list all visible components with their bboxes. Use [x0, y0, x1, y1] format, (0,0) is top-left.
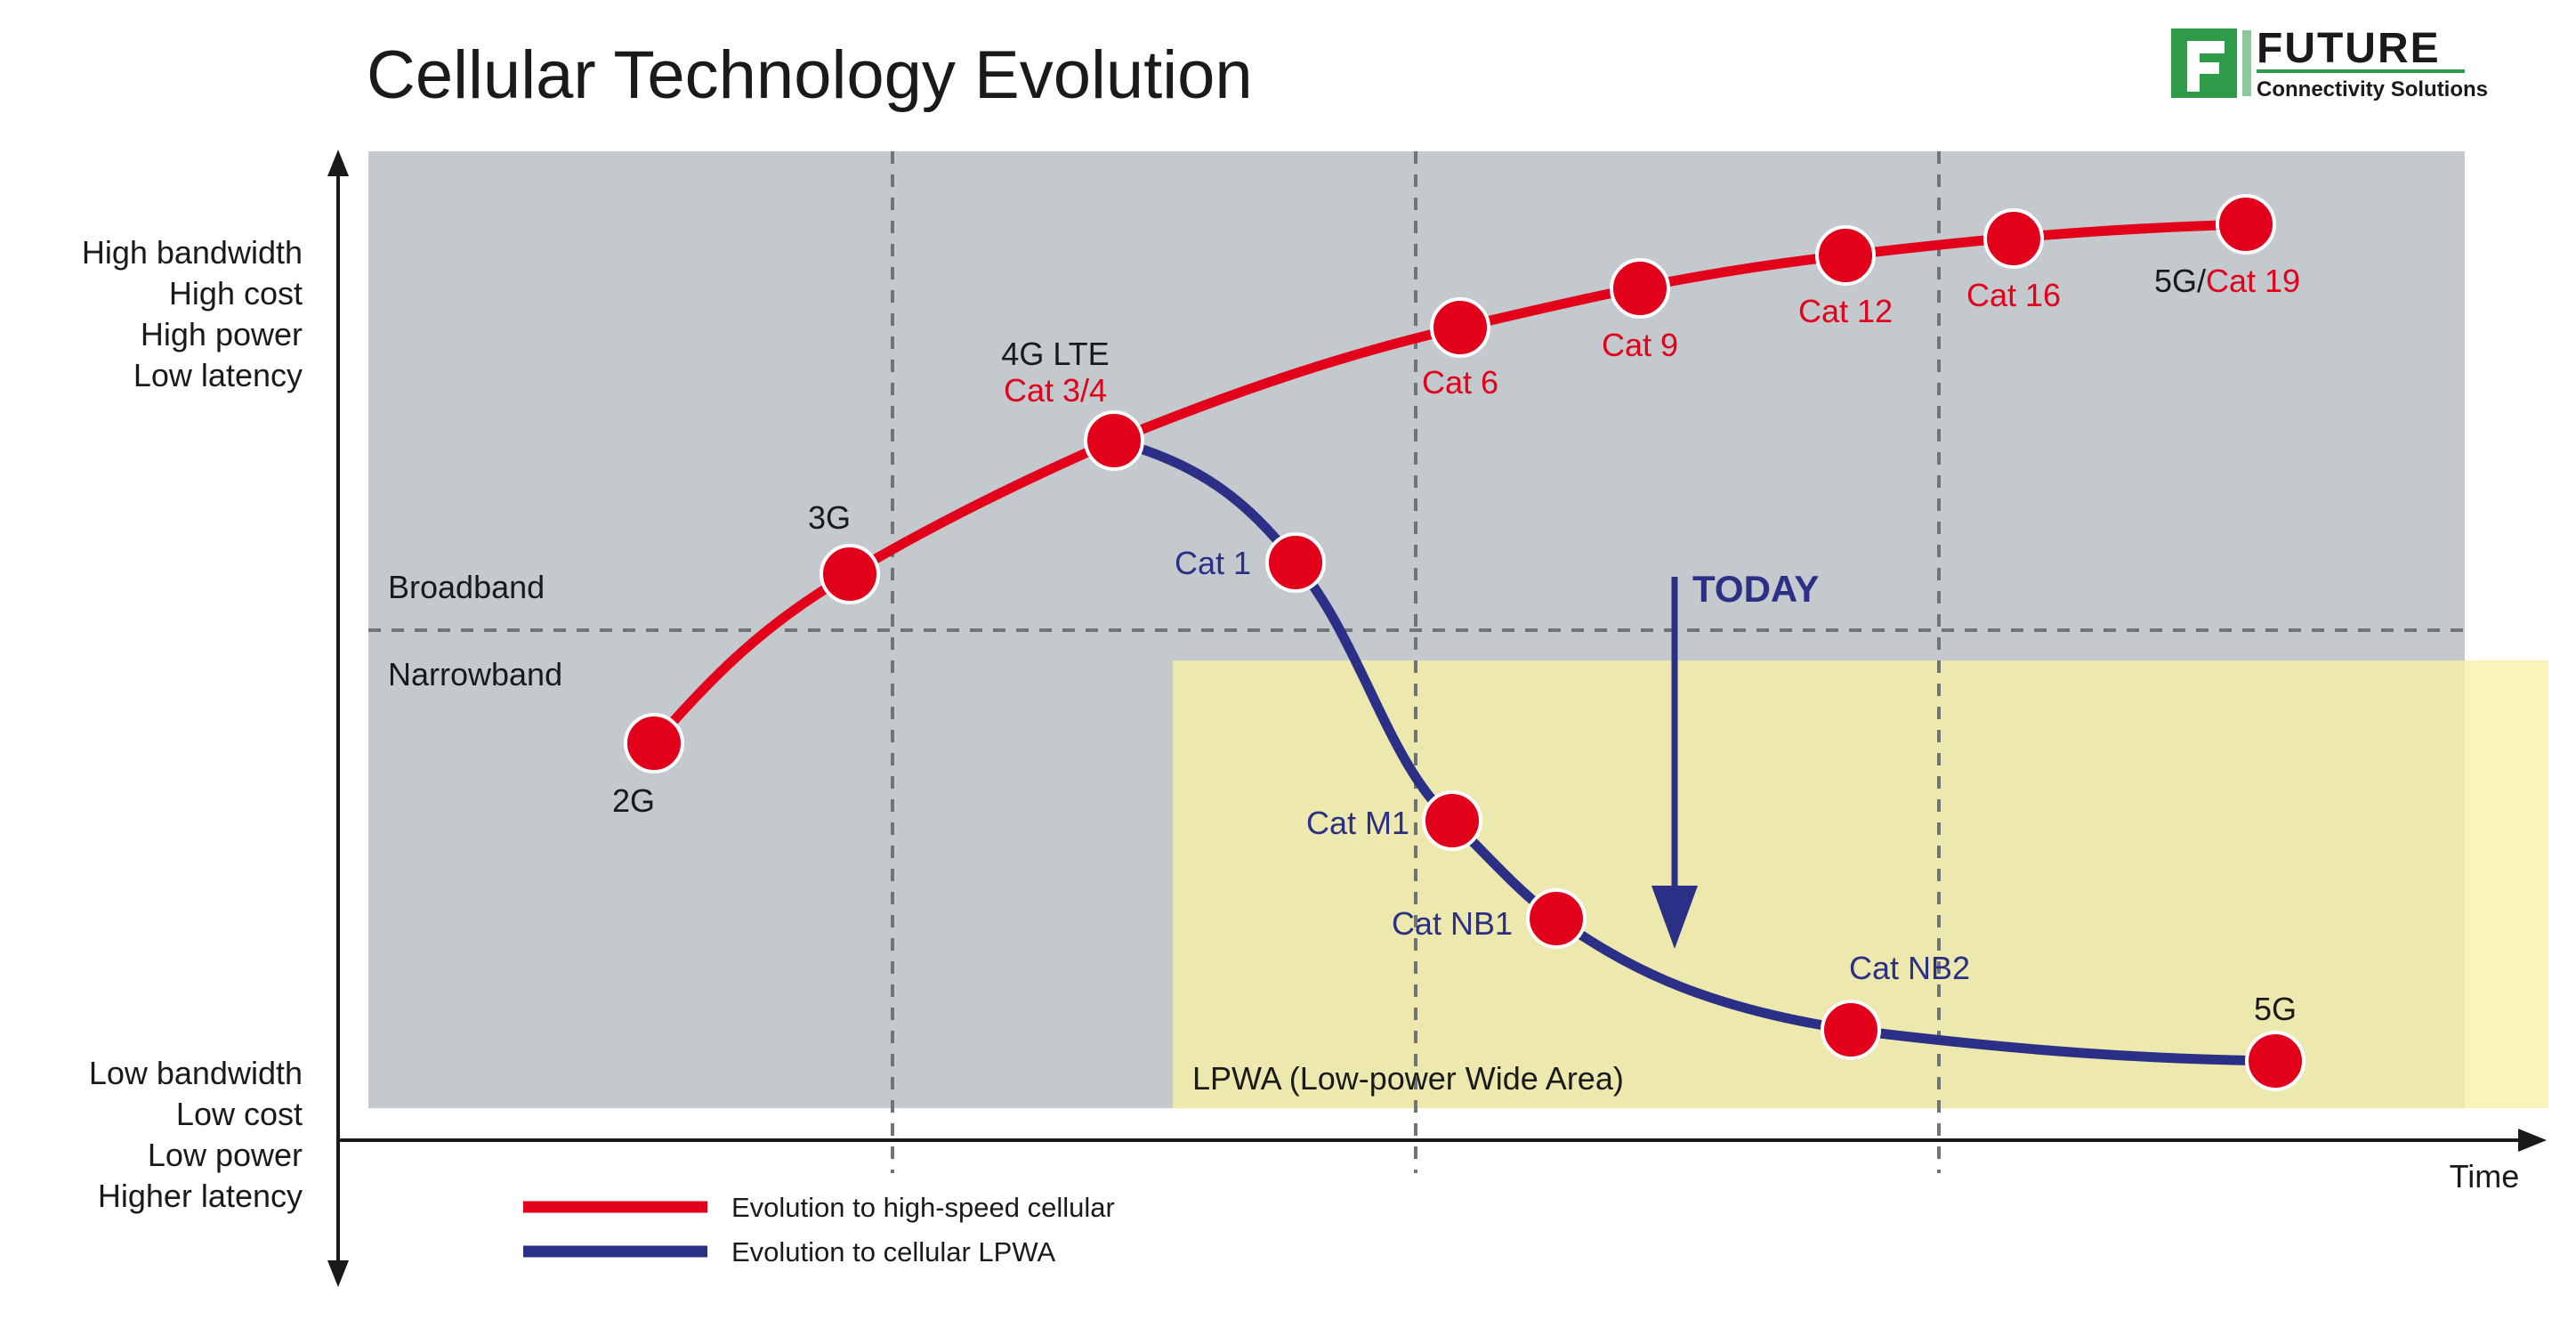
node-marker-cat-6 [1430, 297, 1490, 358]
today-marker: TODAY [1651, 568, 1819, 949]
y-axis-arrow-down [327, 1260, 349, 1287]
node-label-cat-6: Cat 6 [1422, 364, 1498, 401]
grid [368, 151, 2465, 1173]
logo-f-letter [2187, 41, 2225, 92]
node-label-part: Cat NB2 [1849, 950, 1970, 986]
node-label-part: Cat NB1 [1392, 905, 1513, 942]
node-label-2g: 2G [612, 782, 655, 819]
node-label-part: 5G [2254, 991, 2297, 1027]
node-label-cat-nb1: Cat NB1 [1392, 905, 1513, 942]
node-marker-5g-lpwa [2245, 1031, 2305, 1091]
y-bottom-label: Higher latency [98, 1178, 303, 1214]
node-label-cat-16: Cat 16 [1966, 277, 2061, 313]
node-label-part: Cat M1 [1306, 805, 1409, 841]
node-marker-cat-16 [1983, 208, 2044, 269]
node-label-part: Cat 16 [1966, 277, 2061, 313]
node-marker-3g [820, 544, 880, 604]
broadband-label: Broadband [388, 569, 545, 605]
y-bottom-label: Low power [148, 1137, 303, 1173]
node-marker-cat-m1 [1422, 790, 1482, 851]
logo-tagline: Connectivity Solutions [2257, 77, 2488, 101]
node-label-part: Cat 1 [1175, 545, 1251, 581]
node-label-cat-1: Cat 1 [1175, 545, 1251, 581]
logo-underline [2257, 69, 2465, 73]
legend-label-lpwa: Evolution to cellular LPWA [731, 1236, 1055, 1267]
node-marker-cat-nb2 [1821, 1000, 1881, 1060]
legend-label-high-speed: Evolution to high-speed cellular [731, 1192, 1115, 1223]
y-axis-top-labels: High bandwidth High cost High power Low … [82, 234, 303, 393]
node-marker-2g [624, 713, 684, 773]
logo-stripe [2242, 30, 2251, 96]
node-marker-cat-nb1 [1526, 888, 1587, 949]
node-label-4g-lte: Cat 3/4 [1004, 372, 1107, 409]
node-label-part: Cat 9 [1602, 327, 1678, 363]
node-label-part: Cat 19 [2206, 263, 2300, 299]
logo-name: FUTURE [2257, 25, 2441, 72]
y-axis-bottom-labels: Low bandwidth Low cost Low power Higher … [89, 1055, 303, 1214]
legend: Evolution to high-speed cellular Evoluti… [523, 1192, 1115, 1267]
node-marker-cat-12 [1815, 225, 1876, 286]
node-label-part: 3G [808, 499, 851, 536]
today-arrow-head [1651, 886, 1698, 949]
page-title: Cellular Technology Evolution [367, 37, 1253, 113]
node-label-part: Cat 12 [1798, 293, 1893, 329]
x-axis-label: Time [2450, 1158, 2520, 1194]
node-label-5g-cat-19: 5G/Cat 19 [2154, 263, 2300, 299]
node-label-cat-9: Cat 9 [1602, 327, 1678, 363]
axes [336, 169, 2523, 1268]
node-label-part: Cat 6 [1422, 364, 1498, 401]
lpwa-label: LPWA (Low-power Wide Area) [1192, 1060, 1624, 1097]
node-marker-cat-1 [1265, 532, 1326, 593]
today-label: TODAY [1692, 568, 1819, 610]
node-label-4g-lte: 4G LTE [1001, 336, 1109, 372]
node-label-cat-12: Cat 12 [1798, 293, 1893, 329]
narrowband-label: Narrowband [388, 656, 562, 692]
node-marker-cat-9 [1610, 258, 1670, 319]
node-label-cat-nb2: Cat NB2 [1849, 950, 1970, 986]
brand-logo: FUTURE Connectivity Solutions [2171, 25, 2488, 101]
y-top-label: High power [141, 316, 303, 352]
x-axis-arrow [2518, 1129, 2547, 1152]
node-label-cat-m1: Cat M1 [1306, 805, 1409, 841]
node-label-part: Cat 3/4 [1004, 372, 1107, 409]
node-label-part: 4G LTE [1001, 336, 1109, 372]
node-marker-4g-lte [1084, 410, 1144, 471]
y-top-label: High bandwidth [82, 234, 303, 271]
node-marker-5g-cat-19 [2216, 194, 2276, 255]
node-label-5g-lpwa: 5G [2254, 991, 2297, 1027]
y-bottom-label: Low bandwidth [89, 1055, 303, 1091]
y-bottom-label: Low cost [176, 1096, 303, 1132]
node-label-part: 2G [612, 782, 655, 819]
y-axis-arrow-up [327, 150, 349, 176]
y-top-label: Low latency [133, 357, 303, 393]
y-top-label: High cost [169, 275, 303, 312]
node-label-part: 5G/ [2154, 263, 2206, 299]
node-label-3g: 3G [808, 499, 851, 536]
